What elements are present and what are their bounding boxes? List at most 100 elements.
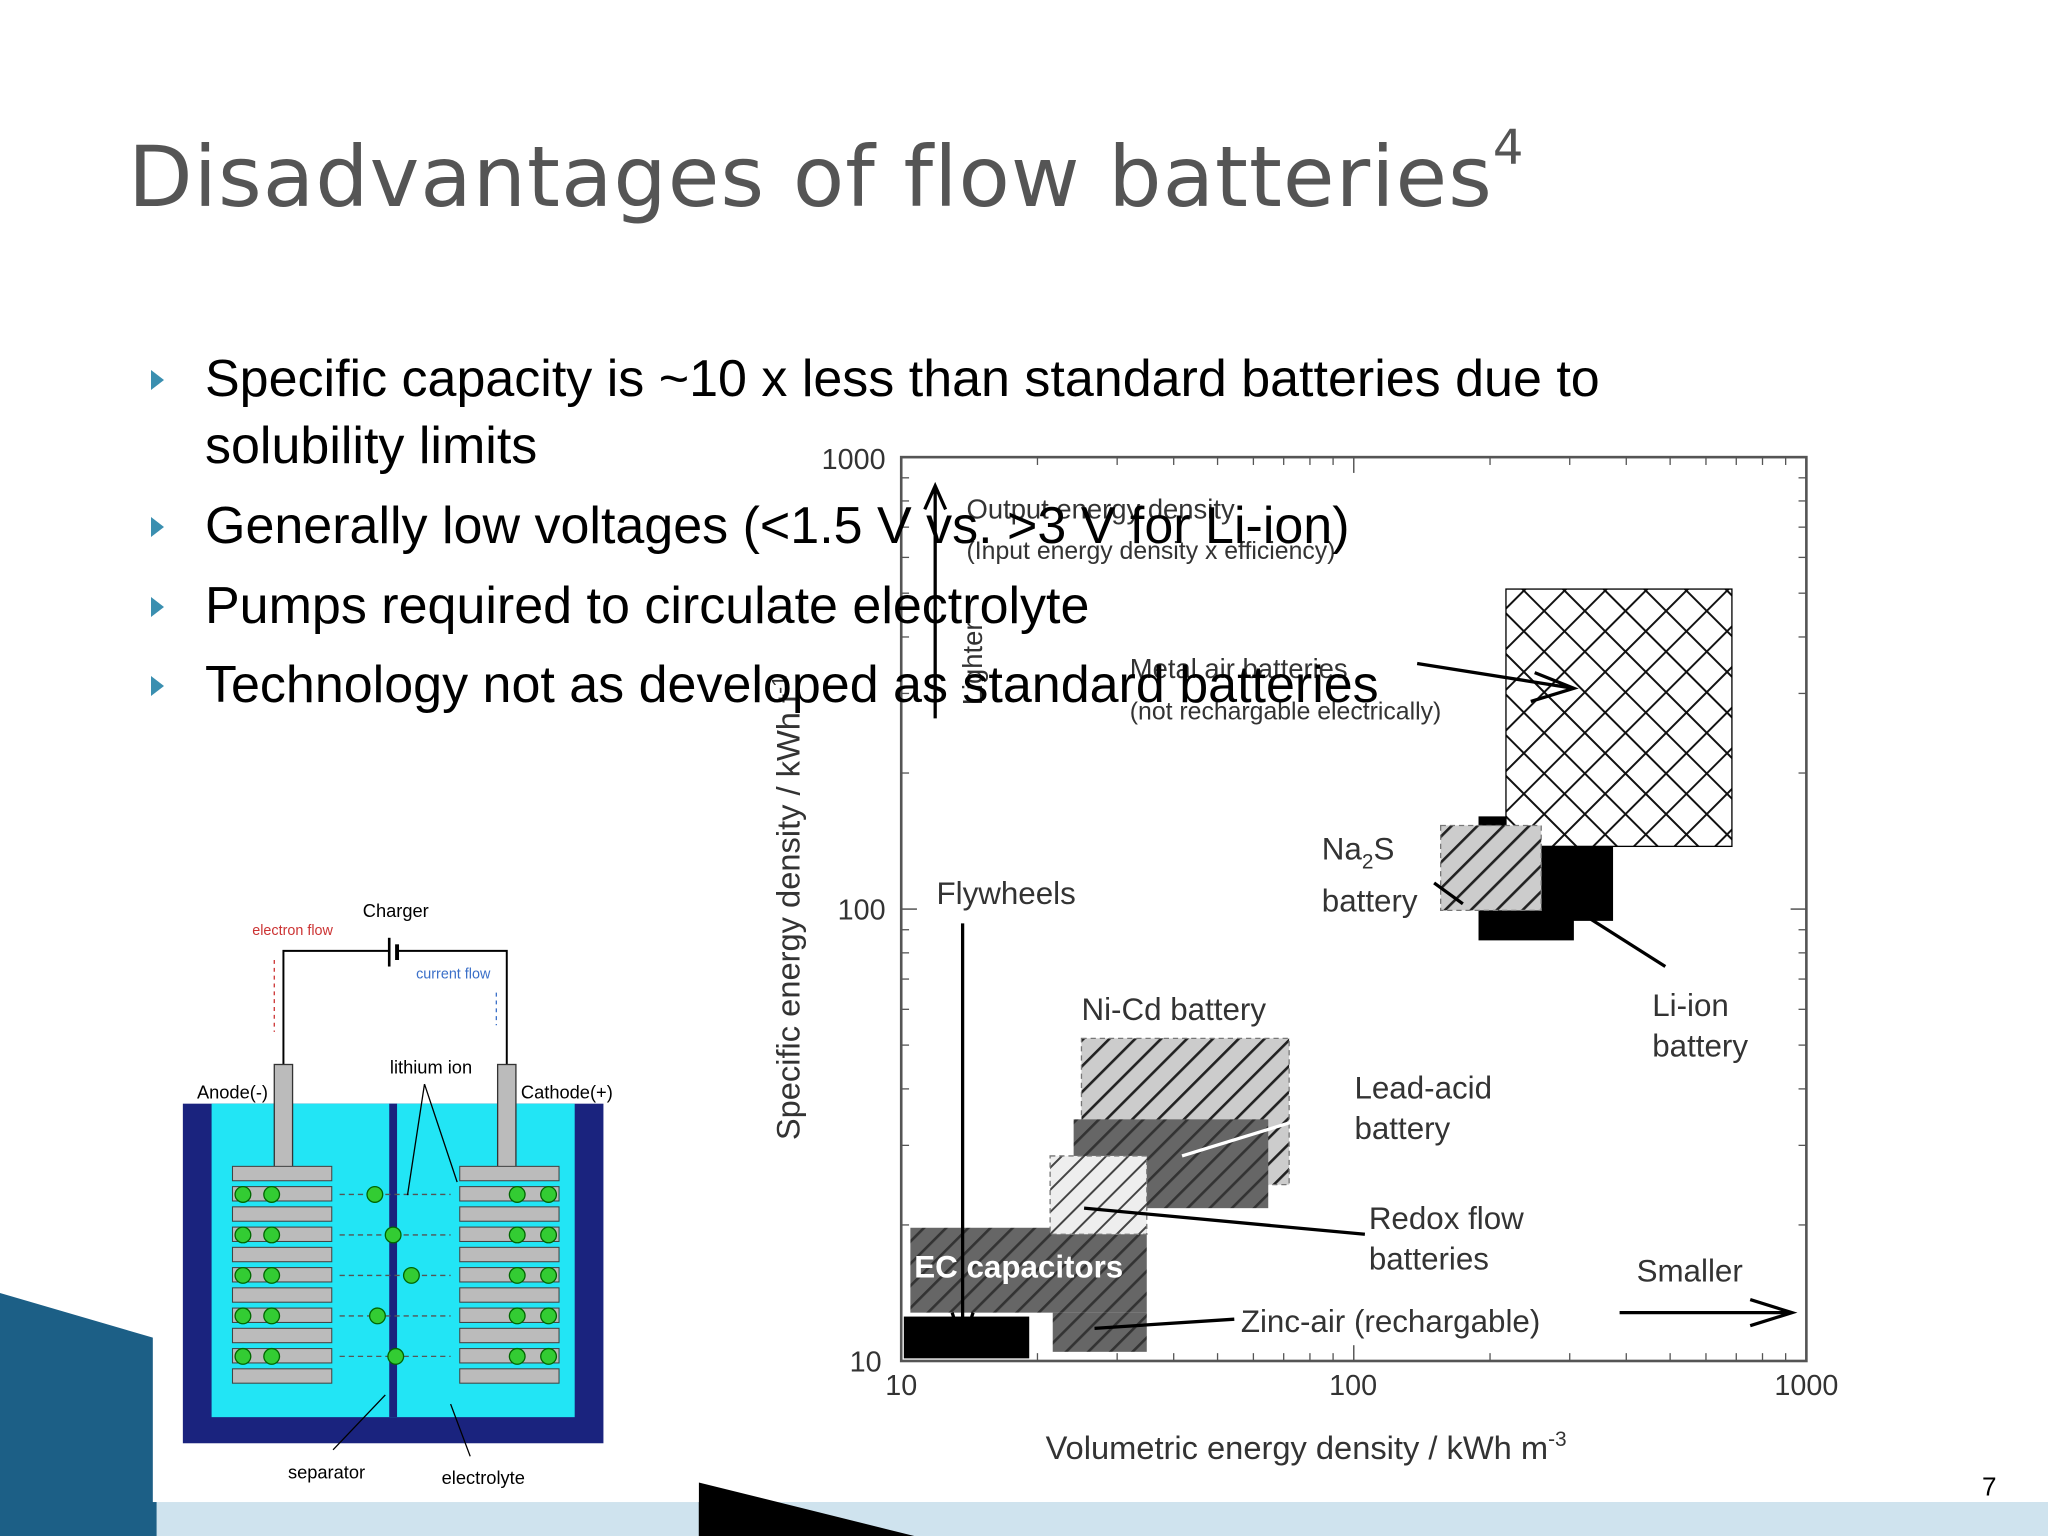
electrode-plate xyxy=(459,1368,560,1384)
annotation: (not rechargable electrically) xyxy=(1130,699,1441,726)
swoosh xyxy=(0,1293,157,1536)
region-ec xyxy=(910,1227,1147,1313)
electrode-plate xyxy=(231,1226,333,1242)
ragone-plot: 1000 100 10 10 100 1000 Volumetric energ… xyxy=(768,431,1881,1496)
slide-title: Disadvantages of flow batteries4 xyxy=(128,120,1524,226)
bottom-band xyxy=(156,1502,2048,1536)
ion xyxy=(263,1347,281,1365)
annotation: Li-ion xyxy=(1652,988,1729,1023)
annotation: Lead-acid xyxy=(1354,1070,1492,1105)
ion xyxy=(234,1185,252,1203)
ion xyxy=(540,1226,558,1244)
label: electrolyte xyxy=(442,1467,525,1488)
arrow xyxy=(1619,1298,1798,1328)
x-tick-label: 100 xyxy=(1329,1370,1377,1402)
arrow xyxy=(1083,1206,1366,1236)
annotation: battery xyxy=(1354,1111,1450,1146)
annotation: batteries xyxy=(1369,1242,1489,1277)
x-tick-label: 10 xyxy=(885,1370,917,1402)
exponent: -3 xyxy=(1548,1428,1567,1451)
ion xyxy=(508,1185,526,1203)
x-tick-label: 1000 xyxy=(1774,1370,1838,1402)
ion xyxy=(540,1347,558,1365)
label: lithium ion xyxy=(390,1057,472,1078)
annotation: Flywheels xyxy=(936,876,1075,911)
electrode-plate xyxy=(231,1267,333,1283)
electrode-plate xyxy=(459,1246,560,1263)
ion xyxy=(540,1185,558,1203)
ion xyxy=(387,1347,405,1365)
electrode-plate xyxy=(231,1368,333,1384)
ion xyxy=(263,1226,281,1244)
annotation: battery xyxy=(1322,884,1418,919)
arrow xyxy=(1181,1102,1353,1158)
ion xyxy=(234,1347,252,1365)
arrow xyxy=(923,481,948,719)
region-na2s xyxy=(1439,824,1542,912)
x-axis-title: Volumetric energy density / kWh m-3 xyxy=(1046,1428,1567,1466)
electrode-plate xyxy=(231,1307,333,1323)
label: current flow xyxy=(416,966,491,982)
anode-rod xyxy=(273,1063,294,1170)
y-tick-label: 100 xyxy=(838,895,886,927)
annotation: battery xyxy=(1652,1029,1748,1064)
region-li-ion xyxy=(1478,816,1614,941)
ion xyxy=(234,1266,252,1284)
region-zinc-air xyxy=(1052,1312,1147,1352)
electrode-plate xyxy=(231,1186,333,1202)
exponent: -1 xyxy=(768,675,791,694)
y-tick-label: 10 xyxy=(850,1346,882,1378)
ion xyxy=(540,1266,558,1284)
electrode-plate xyxy=(459,1165,560,1182)
annotation: Zinc-air (rechargable) xyxy=(1241,1304,1540,1339)
annotation-part: S xyxy=(1373,831,1394,866)
ion xyxy=(263,1307,281,1325)
label: Charger xyxy=(363,900,429,921)
bullet: Generally low voltages (<1.5 V vs. >3 V … xyxy=(151,493,1765,560)
annotation: Lighter xyxy=(957,621,988,705)
region-metal-air xyxy=(1505,588,1733,848)
arrow xyxy=(1582,912,1667,968)
x-axis-title-text: Volumetric energy density / kWh m xyxy=(1046,1429,1549,1466)
bullet: Technology not as developed as standard … xyxy=(151,652,1765,719)
cell-diagram: Charger electron flow current flow lithi… xyxy=(152,835,699,1503)
label: Cathode(+) xyxy=(521,1081,613,1102)
label: Anode(-) xyxy=(197,1081,268,1102)
ion xyxy=(384,1226,402,1244)
ion xyxy=(234,1307,252,1325)
electrode-plate xyxy=(459,1327,560,1344)
title-text: Disadvantages of flow batteries xyxy=(128,128,1493,226)
y-axis-title: Specific energy density / kWh t-1 xyxy=(768,675,806,1140)
electrode-plate xyxy=(459,1287,560,1303)
annotation-part: Na xyxy=(1322,831,1363,866)
page-number: 7 xyxy=(1982,1472,1997,1502)
ion xyxy=(508,1307,526,1325)
electrode-plate xyxy=(231,1327,333,1344)
swoosh-dark xyxy=(698,1482,915,1536)
ion xyxy=(263,1185,281,1203)
ion xyxy=(263,1266,281,1284)
y-axis-title-text: Specific energy density / kWh t xyxy=(769,694,806,1140)
annotation: Redox flow xyxy=(1369,1201,1524,1236)
arrow xyxy=(950,923,975,1351)
ion xyxy=(508,1226,526,1244)
electrode-plate xyxy=(231,1348,333,1364)
bullet: Pumps required to circulate electrolyte xyxy=(151,573,1765,640)
ion xyxy=(402,1266,420,1284)
annotation: Ni-Cd battery xyxy=(1081,992,1266,1027)
electrode-plate xyxy=(231,1165,333,1182)
ion xyxy=(234,1226,252,1244)
bullet: Specific capacity is ~10 x less than sta… xyxy=(151,346,1765,480)
annotation: Output energy density xyxy=(967,494,1235,525)
y-tick-label: 1000 xyxy=(822,444,886,476)
ion xyxy=(508,1347,526,1365)
annotation: Na2S xyxy=(1322,831,1395,873)
electrode-plate xyxy=(231,1287,333,1303)
cathode-rod xyxy=(496,1063,517,1170)
wire xyxy=(282,949,508,1065)
arrow xyxy=(1416,661,1579,703)
electrode-plate xyxy=(231,1206,333,1222)
